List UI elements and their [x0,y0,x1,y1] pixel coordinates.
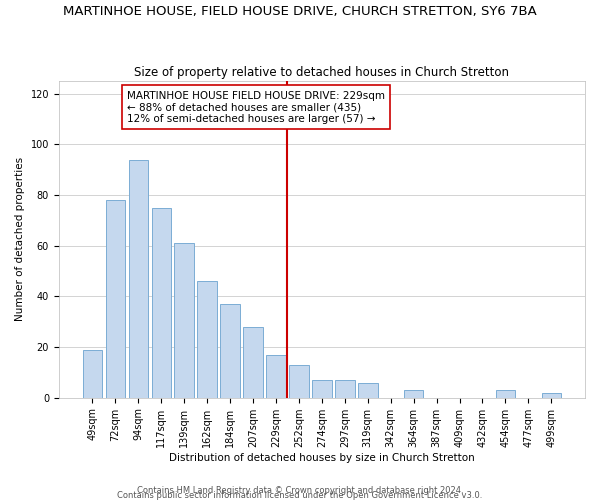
Text: MARTINHOE HOUSE FIELD HOUSE DRIVE: 229sqm
← 88% of detached houses are smaller (: MARTINHOE HOUSE FIELD HOUSE DRIVE: 229sq… [127,90,385,124]
Bar [542,392,561,398]
Bar [128,160,148,398]
Bar [152,208,171,398]
Bar [266,354,286,398]
Bar [289,365,308,398]
Bar [83,350,102,398]
Bar [335,380,355,398]
Bar [404,390,424,398]
Bar [175,243,194,398]
Title: Size of property relative to detached houses in Church Stretton: Size of property relative to detached ho… [134,66,509,78]
Text: Contains HM Land Registry data © Crown copyright and database right 2024.: Contains HM Land Registry data © Crown c… [137,486,463,495]
Bar [106,200,125,398]
Bar [244,327,263,398]
Y-axis label: Number of detached properties: Number of detached properties [15,158,25,322]
Bar [312,380,332,398]
Bar [220,304,240,398]
Bar [197,281,217,398]
Bar [496,390,515,398]
Text: Contains public sector information licensed under the Open Government Licence v3: Contains public sector information licen… [118,491,482,500]
X-axis label: Distribution of detached houses by size in Church Stretton: Distribution of detached houses by size … [169,452,475,462]
Bar [358,382,377,398]
Text: MARTINHOE HOUSE, FIELD HOUSE DRIVE, CHURCH STRETTON, SY6 7BA: MARTINHOE HOUSE, FIELD HOUSE DRIVE, CHUR… [63,5,537,18]
